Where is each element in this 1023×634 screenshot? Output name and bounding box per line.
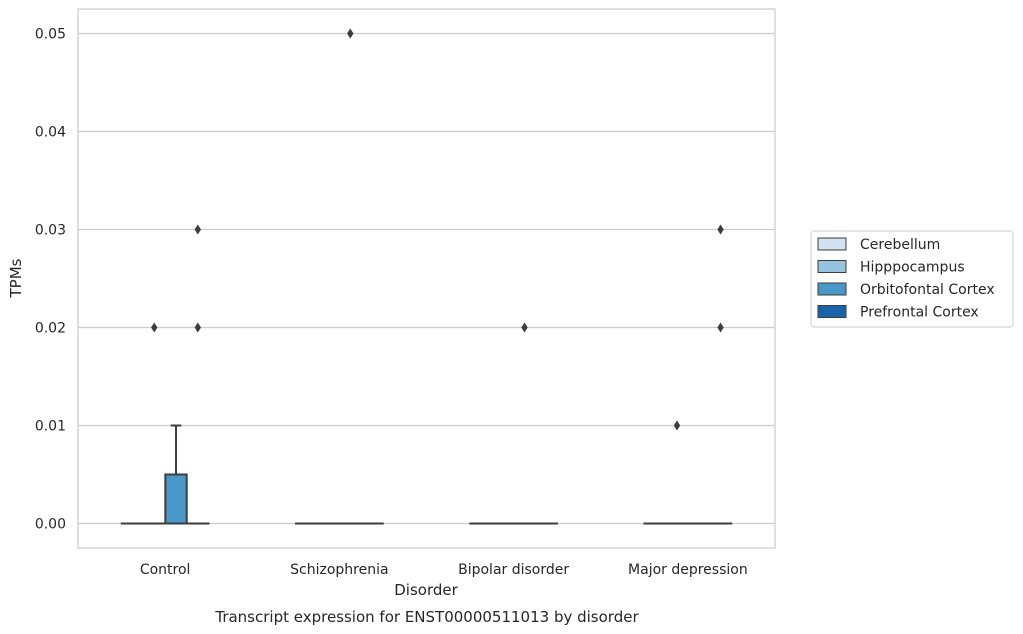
legend-swatch: [817, 305, 847, 318]
y-tick-label: 0.01: [35, 419, 66, 435]
box: [665, 420, 689, 525]
legend-label: Cerebellum: [860, 237, 940, 253]
y-tick-label: 0.00: [35, 517, 66, 533]
legend-swatch: [817, 282, 847, 296]
x-tick-label: Bipolar disorder: [458, 562, 569, 578]
outlier-point: [347, 28, 354, 39]
y-axis-title: TPMs: [7, 258, 25, 298]
x-tick-labels: Control Schizophrenia Bipolar disorder Majo…: [140, 562, 748, 578]
legend-swatch: [817, 237, 847, 251]
x-tick-label: Schizophrenia: [290, 562, 388, 578]
x-axis-title: Disorder: [394, 581, 458, 599]
legend-frame: [810, 230, 1014, 328]
plot-background: [78, 9, 775, 548]
legend-label: Orbitofontal Cortex: [860, 282, 995, 298]
outlier-point: [717, 224, 724, 235]
outlier-point: [673, 420, 681, 431]
box: [512, 322, 537, 525]
x-tick-label: Control: [140, 562, 191, 578]
x-tick-label: Major depression: [628, 562, 748, 578]
box: [186, 224, 210, 525]
outlier-point: [521, 322, 528, 333]
y-tick-label: 0.03: [35, 223, 66, 239]
legend: Cerebellum Hipppocampus Orbitofontal Corte…: [810, 230, 1014, 328]
y-tick-labels: 0.00 0.01 0.02 0.03 0.04 0.05: [35, 27, 66, 533]
outlier-point: [194, 322, 201, 333]
legend-label: Hipppocampus: [860, 260, 965, 276]
box-series: [120, 28, 733, 525]
outlier-point: [194, 224, 201, 235]
y-tick-label: 0.02: [35, 321, 66, 337]
legend-swatch: [817, 260, 847, 273]
y-tick-label: 0.05: [35, 27, 66, 43]
series-3: [186, 224, 733, 525]
box: [164, 424, 188, 525]
outlier-point: [151, 322, 158, 333]
chart-caption: Transcript expression for ENST0000051101…: [214, 608, 639, 626]
plot-frame: [77, 8, 776, 549]
outlier-point: [717, 322, 724, 333]
box-body: [164, 473, 188, 525]
box: [708, 224, 733, 525]
box: [338, 28, 362, 525]
y-tick-label: 0.04: [35, 125, 66, 141]
legend-label: Prefrontal Cortex: [860, 305, 979, 321]
